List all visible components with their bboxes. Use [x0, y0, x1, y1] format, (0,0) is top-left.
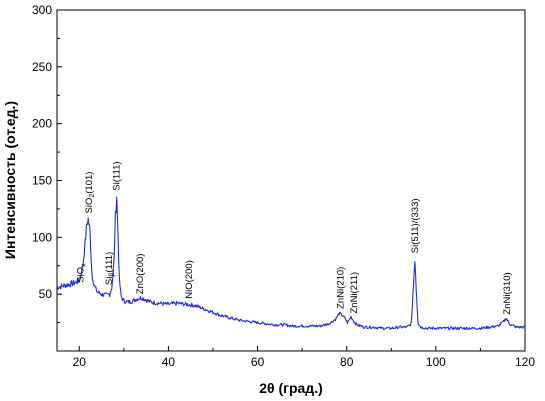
peak-label: ZnNi(211) [349, 272, 360, 314]
peak-label: SiO2(101) [84, 172, 96, 214]
peak-label: Siβ(111) [104, 252, 116, 285]
y-tick-label: 200 [32, 117, 52, 131]
y-tick-label: 150 [32, 174, 52, 188]
xrd-series-line [56, 196, 526, 331]
y-axis-ticks: 50 100 150 200 250 300 [32, 3, 62, 324]
y-tick-label: 250 [32, 60, 52, 74]
x-tick-label: 40 [162, 355, 176, 369]
x-tick-label: 80 [340, 355, 354, 369]
x-tick-label: 100 [426, 355, 446, 369]
x-tick-label: 60 [251, 355, 265, 369]
y-tick-label: 100 [32, 230, 52, 244]
peak-label: Si(511)/(333) [410, 198, 421, 253]
peak-label: SiOx [76, 263, 88, 283]
peak-label: ZnO(200) [135, 254, 146, 295]
x-tick-label: 20 [73, 355, 87, 369]
y-axis-label: Интенсивность (от.ед.) [2, 101, 18, 259]
peak-label: ZnNi(310) [502, 272, 513, 314]
y-tick-label: 300 [32, 3, 52, 17]
peak-label: NiO(200) [184, 260, 195, 299]
peak-annotations: SiOx SiO2(101) Si(111) Siβ(111) ZnO(200) NiO(… [76, 161, 513, 314]
peak-label: ZnNi(210) [336, 267, 347, 309]
y-tick-label: 50 [39, 287, 53, 301]
plot-frame [56, 9, 526, 352]
peak-label: Si(111) [111, 161, 122, 190]
x-axis-ticks: 20 40 60 80 100 120 [73, 346, 535, 369]
x-axis-label: 2θ (град.) [259, 380, 323, 396]
x-tick-label: 120 [515, 355, 535, 369]
